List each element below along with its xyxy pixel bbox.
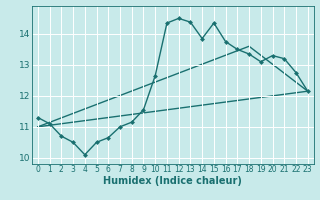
X-axis label: Humidex (Indice chaleur): Humidex (Indice chaleur) <box>103 176 242 186</box>
